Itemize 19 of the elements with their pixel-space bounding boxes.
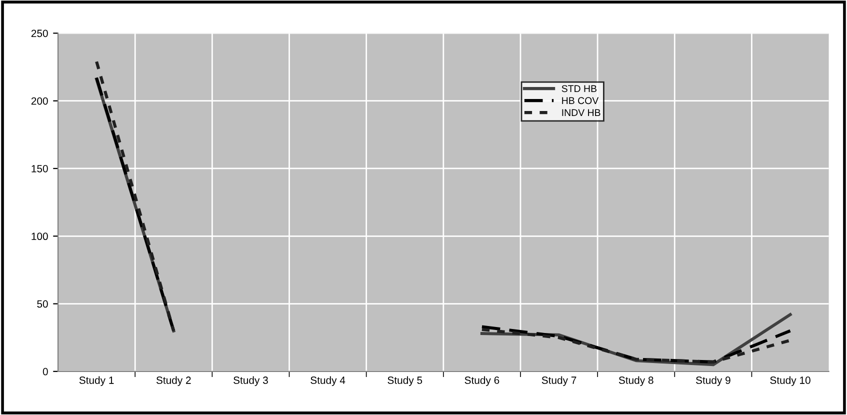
x-tick-label: Study 9 <box>696 376 730 386</box>
x-tick-label: Study 2 <box>156 376 191 386</box>
y-tick-label: 0 <box>42 368 48 376</box>
x-tick-label: Study 1 <box>79 376 114 386</box>
legend-label: HB COV <box>562 97 599 104</box>
x-tick-label: Study 5 <box>388 376 422 386</box>
x-tick-label: Study 4 <box>310 376 346 386</box>
y-tick-label: 250 <box>31 30 48 38</box>
y-tick-label: 50 <box>37 300 48 308</box>
legend-label: STD HB <box>562 85 596 92</box>
y-tick-label: 200 <box>31 97 48 105</box>
y-tick-label: 150 <box>32 164 48 172</box>
x-tick-label: Study 3 <box>234 376 268 386</box>
y-tick-label: 100 <box>32 232 48 240</box>
x-tick-label: Study 6 <box>464 376 500 386</box>
x-tick-label: Study 10 <box>770 376 810 386</box>
x-tick-label: Study 7 <box>542 376 576 386</box>
legend-label: INDV HB <box>562 109 600 116</box>
x-tick-label: Study 8 <box>618 376 654 386</box>
